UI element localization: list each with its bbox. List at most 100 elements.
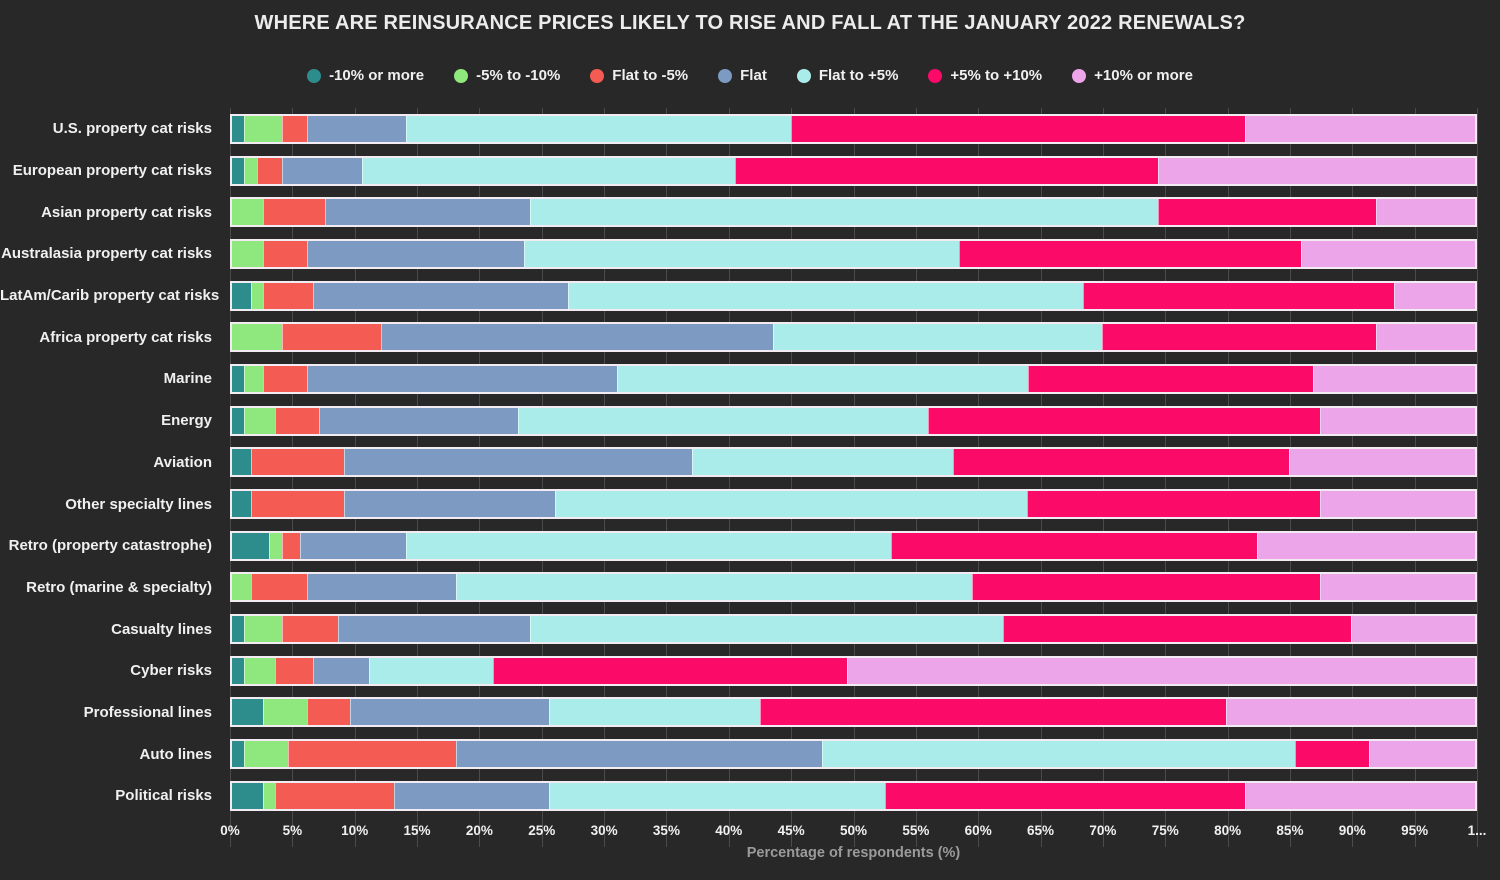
bar-segment-flat[interactable]: [318, 407, 518, 434]
bar-segment-flat-to-5[interactable]: [281, 324, 382, 351]
bar-segment-flat[interactable]: [343, 449, 692, 476]
bar-segment-5-to-10[interactable]: [1027, 365, 1314, 392]
bar-segment-5-to-10[interactable]: [263, 782, 276, 809]
bar-segment-flat-to-5[interactable]: [822, 741, 1295, 768]
bar-segment-5-to-10[interactable]: [959, 240, 1301, 267]
bar-segment-5-to-10[interactable]: [244, 616, 282, 643]
bar-segment-flat-to-5[interactable]: [567, 282, 1084, 309]
bar-segment-5-to-10[interactable]: [492, 657, 848, 684]
bar-segment-flat-to-5[interactable]: [263, 282, 313, 309]
bar-segment-flat[interactable]: [312, 657, 369, 684]
bar-segment-5-to-10[interactable]: [1158, 199, 1376, 226]
bar-segment-5-to-10[interactable]: [244, 741, 288, 768]
bar-segment-5-to-10[interactable]: [244, 115, 282, 142]
bar-segment-5-to-10[interactable]: [1083, 282, 1395, 309]
bar-segment-flat-to-5[interactable]: [548, 782, 885, 809]
bar-segment-10-or-more[interactable]: [232, 782, 264, 809]
bar-segment-5-to-10[interactable]: [1102, 324, 1376, 351]
legend-item-flat-to-5[interactable]: Flat to +5%: [796, 67, 898, 84]
bar-segment-flat-to-5[interactable]: [691, 449, 953, 476]
bar-segment-5-to-10[interactable]: [250, 282, 264, 309]
legend-item-flat-to-5[interactable]: Flat to -5%: [590, 67, 688, 84]
bar-segment-flat-to-5[interactable]: [368, 657, 493, 684]
bar-segment-flat-to-5[interactable]: [263, 365, 307, 392]
bar-segment-10-or-more[interactable]: [1245, 782, 1475, 809]
bar-segment-flat-to-5[interactable]: [455, 574, 972, 601]
bar-segment-10-or-more[interactable]: [1313, 365, 1475, 392]
bar-segment-10-or-more[interactable]: [232, 157, 245, 184]
bar-segment-5-to-10[interactable]: [232, 240, 264, 267]
bar-segment-flat-to-5[interactable]: [524, 240, 960, 267]
bar-segment-10-or-more[interactable]: [1375, 324, 1475, 351]
legend-item-flat[interactable]: Flat: [718, 67, 767, 84]
bar-segment-10-or-more[interactable]: [1319, 491, 1475, 518]
bar-segment-5-to-10[interactable]: [884, 782, 1246, 809]
bar-segment-5-to-10[interactable]: [232, 574, 251, 601]
bar-segment-5-to-10[interactable]: [971, 574, 1320, 601]
bar-segment-5-to-10[interactable]: [760, 699, 1227, 726]
bar-segment-5-to-10[interactable]: [1294, 741, 1370, 768]
bar-segment-5-to-10[interactable]: [244, 657, 276, 684]
bar-segment-flat-to-5[interactable]: [530, 199, 1158, 226]
bar-segment-flat-to-5[interactable]: [263, 199, 326, 226]
bar-segment-5-to-10[interactable]: [1002, 616, 1351, 643]
bar-segment-flat[interactable]: [325, 199, 531, 226]
bar-segment-5-to-10[interactable]: [1027, 491, 1320, 518]
bar-segment-10-or-more[interactable]: [232, 657, 245, 684]
bar-segment-flat-to-5[interactable]: [405, 532, 891, 559]
bar-segment-flat-to-5[interactable]: [548, 699, 761, 726]
bar-segment-5-to-10[interactable]: [952, 449, 1289, 476]
bar-segment-10-or-more[interactable]: [1369, 741, 1475, 768]
bar-segment-flat-to-5[interactable]: [275, 657, 313, 684]
bar-segment-10-or-more[interactable]: [1350, 616, 1475, 643]
bar-segment-flat-to-5[interactable]: [281, 616, 338, 643]
bar-segment-5-to-10[interactable]: [735, 157, 1158, 184]
bar-segment-10-or-more[interactable]: [232, 365, 245, 392]
bar-segment-flat-to-5[interactable]: [281, 532, 301, 559]
bar-segment-10-or-more[interactable]: [1394, 282, 1475, 309]
bar-segment-flat-to-5[interactable]: [306, 699, 351, 726]
bar-segment-flat[interactable]: [337, 616, 531, 643]
bar-segment-flat[interactable]: [350, 699, 549, 726]
bar-segment-10-or-more[interactable]: [1319, 407, 1475, 434]
bar-segment-flat-to-5[interactable]: [530, 616, 1003, 643]
bar-segment-flat-to-5[interactable]: [256, 157, 282, 184]
bar-segment-flat-to-5[interactable]: [406, 115, 792, 142]
bar-segment-10-or-more[interactable]: [232, 407, 245, 434]
bar-segment-10-or-more[interactable]: [1300, 240, 1475, 267]
bar-segment-flat[interactable]: [300, 532, 406, 559]
bar-segment-flat-to-5[interactable]: [555, 491, 1028, 518]
bar-segment-flat[interactable]: [306, 574, 456, 601]
bar-segment-10-or-more[interactable]: [232, 616, 245, 643]
bar-segment-flat-to-5[interactable]: [287, 741, 456, 768]
bar-segment-10-or-more[interactable]: [1226, 699, 1475, 726]
bar-segment-flat-to-5[interactable]: [275, 407, 319, 434]
legend-item-5-to-10[interactable]: +5% to +10%: [928, 67, 1042, 84]
bar-segment-flat-to-5[interactable]: [250, 491, 344, 518]
bar-segment-flat-to-5[interactable]: [250, 449, 344, 476]
bar-segment-10-or-more[interactable]: [1288, 449, 1475, 476]
bar-segment-5-to-10[interactable]: [244, 407, 276, 434]
bar-segment-flat-to-5[interactable]: [362, 157, 736, 184]
bar-segment-10-or-more[interactable]: [1245, 115, 1475, 142]
bar-segment-5-to-10[interactable]: [232, 324, 282, 351]
bar-segment-flat[interactable]: [455, 741, 823, 768]
bar-segment-5-to-10[interactable]: [244, 157, 257, 184]
bar-segment-flat[interactable]: [393, 782, 549, 809]
bar-segment-5-to-10[interactable]: [791, 115, 1246, 142]
bar-segment-flat[interactable]: [306, 365, 618, 392]
bar-segment-flat-to-5[interactable]: [250, 574, 307, 601]
legend-item-5-to-10[interactable]: -5% to -10%: [454, 67, 560, 84]
bar-segment-flat[interactable]: [306, 240, 525, 267]
bar-segment-5-to-10[interactable]: [890, 532, 1258, 559]
bar-segment-flat[interactable]: [312, 282, 568, 309]
bar-segment-flat-to-5[interactable]: [772, 324, 1103, 351]
bar-segment-5-to-10[interactable]: [269, 532, 282, 559]
bar-segment-flat[interactable]: [343, 491, 556, 518]
bar-segment-10-or-more[interactable]: [232, 532, 270, 559]
bar-segment-10-or-more[interactable]: [232, 449, 251, 476]
bar-segment-10-or-more[interactable]: [847, 657, 1475, 684]
bar-segment-10-or-more[interactable]: [1257, 532, 1475, 559]
bar-segment-5-to-10[interactable]: [928, 407, 1320, 434]
bar-segment-flat-to-5[interactable]: [281, 115, 307, 142]
